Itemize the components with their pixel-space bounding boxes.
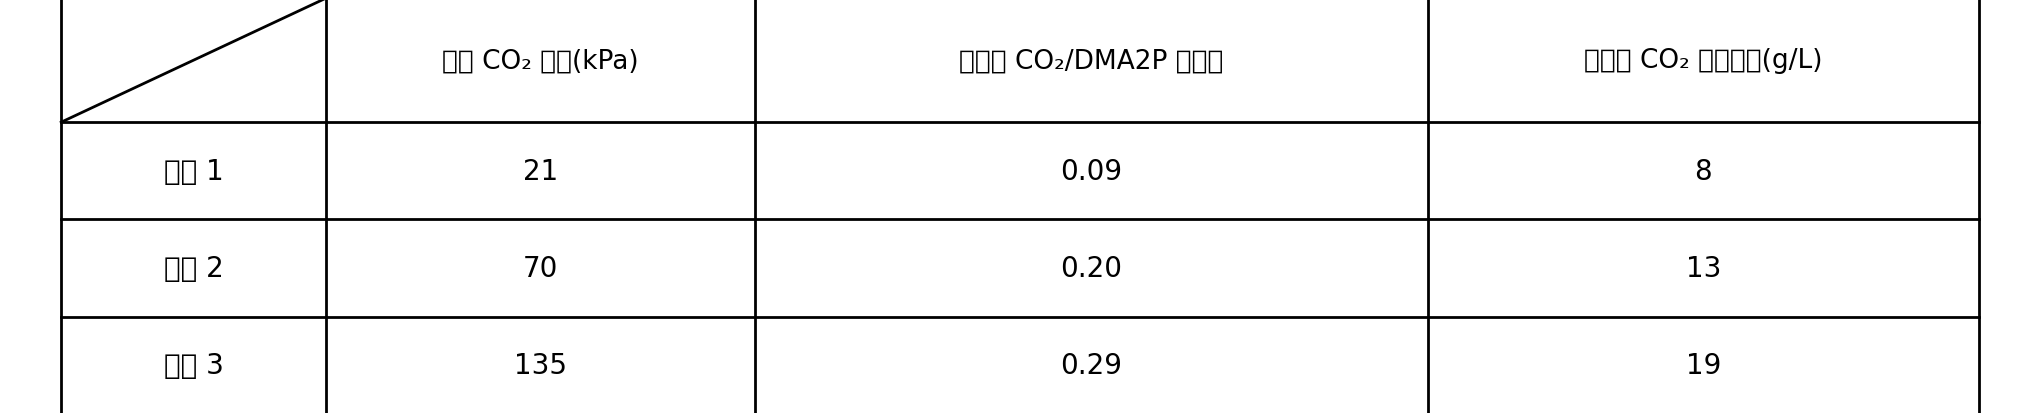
Text: 70: 70 <box>522 254 559 282</box>
Text: 溶液中 CO₂/DMA2P 摩尔比: 溶液中 CO₂/DMA2P 摩尔比 <box>958 48 1223 74</box>
Text: 实验 2: 实验 2 <box>163 254 224 282</box>
Text: 19: 19 <box>1684 351 1721 380</box>
Text: 气相 CO₂ 分压(kPa): 气相 CO₂ 分压(kPa) <box>442 48 638 74</box>
Text: 13: 13 <box>1684 254 1721 282</box>
Text: 21: 21 <box>522 157 559 185</box>
Text: 0.09: 0.09 <box>1060 157 1121 185</box>
Text: 实验 1: 实验 1 <box>163 157 224 185</box>
Text: 8: 8 <box>1694 157 1711 185</box>
Text: 溶液中 CO₂ 的溶解度(g/L): 溶液中 CO₂ 的溶解度(g/L) <box>1584 48 1821 74</box>
Text: 135: 135 <box>514 351 567 380</box>
Text: 实验 3: 实验 3 <box>163 351 224 380</box>
Text: 0.29: 0.29 <box>1060 351 1121 380</box>
Text: 0.20: 0.20 <box>1060 254 1121 282</box>
